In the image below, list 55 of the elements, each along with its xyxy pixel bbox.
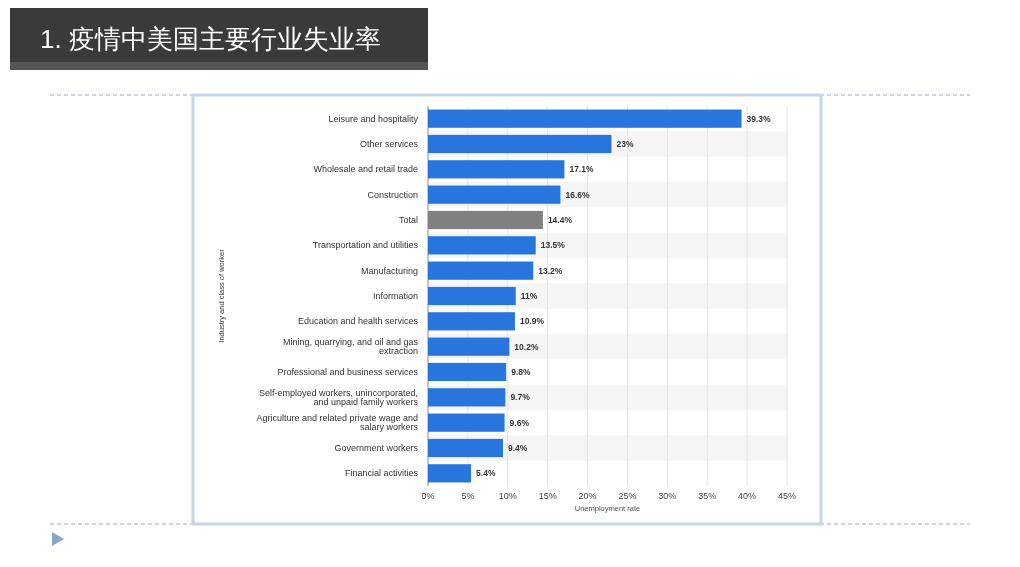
x-tick-label: 5%: [461, 491, 475, 501]
x-tick-label: 20%: [578, 491, 597, 501]
x-tick-label: 35%: [698, 491, 717, 501]
x-tick-label: 40%: [738, 491, 757, 501]
data-label: 14.4%: [547, 215, 573, 225]
data-label: 10.9%: [519, 316, 545, 327]
text: 1. 疫情中美国主要行业失业率: [40, 24, 381, 54]
bar: [428, 236, 536, 255]
y-tick-label: Education and health services: [297, 316, 419, 327]
bar: [428, 286, 516, 306]
data-label: 5.4%: [476, 468, 496, 479]
x-tick-label: 30%: [658, 491, 677, 501]
data-label: 11%: [520, 291, 538, 301]
x-tick-label: 10%: [498, 491, 517, 501]
data-label: 39.3%: [746, 113, 772, 124]
y-tick-label: Other services: [359, 139, 419, 149]
data-label: 9.7%: [510, 392, 531, 403]
y-tick-label: Leisure and hospitality: [328, 113, 419, 124]
x-tick-label: 45%: [777, 491, 797, 501]
bar: [428, 261, 534, 280]
bar: [428, 210, 543, 230]
data-label: 17.1%: [569, 164, 594, 175]
data-label: 10.2%: [514, 341, 539, 352]
bar: [428, 464, 472, 483]
y-tick-label: Professional and business services: [277, 367, 419, 377]
y-tick-label: Financial activities: [344, 468, 419, 479]
bar: [428, 438, 503, 458]
data-label: 9.8%: [511, 367, 531, 377]
bar: [428, 109, 742, 128]
y-tick-label: Construction: [367, 189, 418, 200]
y-tick-label: Information: [372, 291, 418, 301]
bar: [428, 388, 506, 407]
y-tick-label: Total: [398, 215, 418, 225]
bar: [428, 413, 505, 432]
data-label: 13.2%: [538, 265, 563, 276]
data-label: 9.4%: [507, 443, 528, 453]
y-tick-label: Wholesale and retail trade: [313, 164, 418, 175]
bar: [428, 337, 510, 356]
x-tick-label: 15%: [538, 491, 557, 501]
bar: [428, 185, 561, 204]
data-label: 9.6%: [509, 417, 530, 428]
x-tick-label: 25%: [618, 491, 637, 501]
y-tick-label: Agriculture and related private wage and salary workers: [256, 413, 419, 433]
y-tick-label: Transportation and utilities: [312, 240, 419, 251]
y-tick-label: Self-employed workers, unincorporated, and unpaid family workers: [258, 387, 419, 407]
y-tick-label: Government workers: [334, 443, 419, 453]
y-tick-label: Mining, quarrying, and oil and gas extraction: [282, 337, 419, 357]
data-label: 13.5%: [540, 240, 566, 251]
bar: [428, 362, 507, 382]
data-label: 16.6%: [565, 189, 590, 200]
x-tick-label: 0%: [421, 491, 435, 501]
data-label: 23%: [616, 139, 634, 149]
bar: [428, 160, 565, 179]
y-tick-label: Manufacturing: [360, 265, 418, 276]
bar: [428, 312, 515, 331]
